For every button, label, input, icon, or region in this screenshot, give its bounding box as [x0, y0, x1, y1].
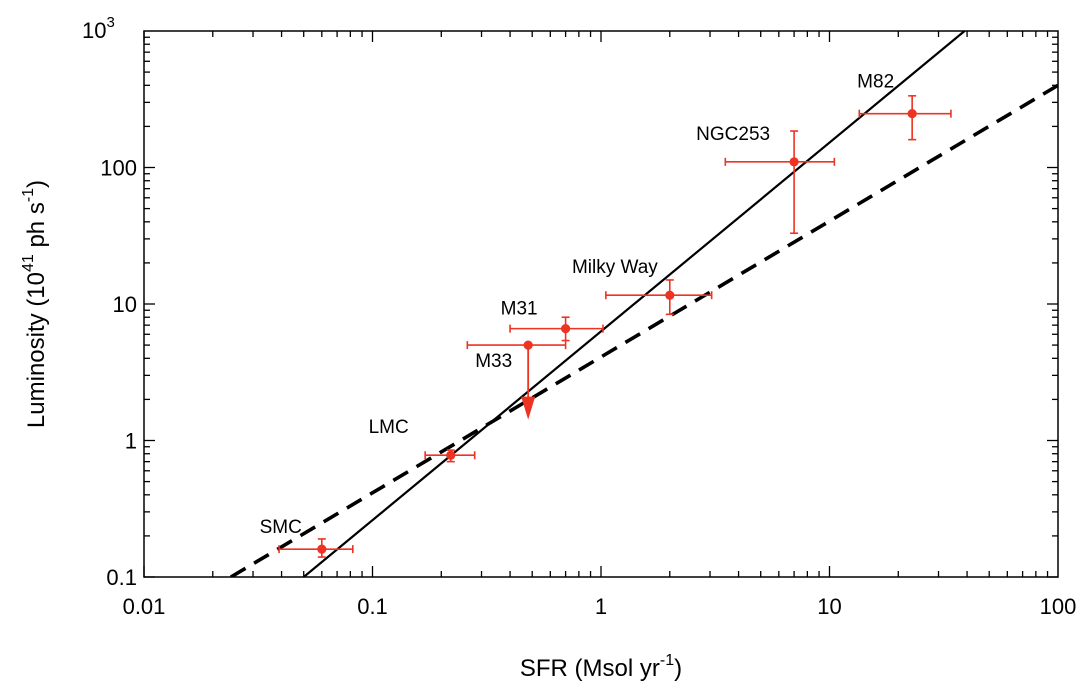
y-axis-label: Luminosity (1041 ph s-1)	[20, 180, 50, 428]
fit-lines	[229, 31, 1058, 577]
x-tick-label: 100	[1040, 594, 1077, 619]
dashed-fit-line	[229, 83, 1058, 577]
y-tick-label: 0.1	[106, 565, 137, 590]
milky-way-label: Milky Way	[572, 257, 658, 278]
smc-label: SMC	[260, 517, 302, 538]
point-annotations: SMC LMC M33 M31 Milky Way NGC253 M82	[260, 72, 895, 538]
m33-point	[523, 340, 533, 350]
x-tick-label: 0.1	[357, 594, 388, 619]
ngc253-point	[789, 157, 799, 167]
lmc-point	[446, 450, 456, 460]
tick-labels: 0.01 0.1 1 10 100 0.1 1 10 100	[100, 156, 1076, 620]
x-tick-label: 1	[595, 594, 607, 619]
smc-point	[317, 544, 327, 554]
y-tick-label: 10	[113, 292, 137, 317]
axis-ticks	[143, 31, 1058, 578]
y-top-tick-label: 103	[82, 14, 115, 43]
x-axis-label: SFR (Msol yr-1)	[520, 652, 682, 682]
m33-upper-limit-arrow	[521, 396, 536, 420]
x-tick-label: 0.01	[123, 594, 166, 619]
x-tick-label: 10	[817, 594, 841, 619]
ngc253-label: NGC253	[696, 124, 770, 145]
m31-point	[561, 324, 571, 334]
lmc-label: LMC	[369, 417, 409, 438]
m82-label: M82	[857, 72, 894, 93]
m82-point	[907, 109, 917, 119]
m33-label: M33	[475, 351, 512, 372]
y-tick-label: 100	[100, 156, 137, 181]
data-points	[278, 95, 952, 558]
m31-label: M31	[501, 299, 538, 320]
y-tick-label: 1	[125, 429, 137, 454]
solid-fit-line	[303, 31, 966, 577]
milky-way-point	[665, 290, 675, 300]
